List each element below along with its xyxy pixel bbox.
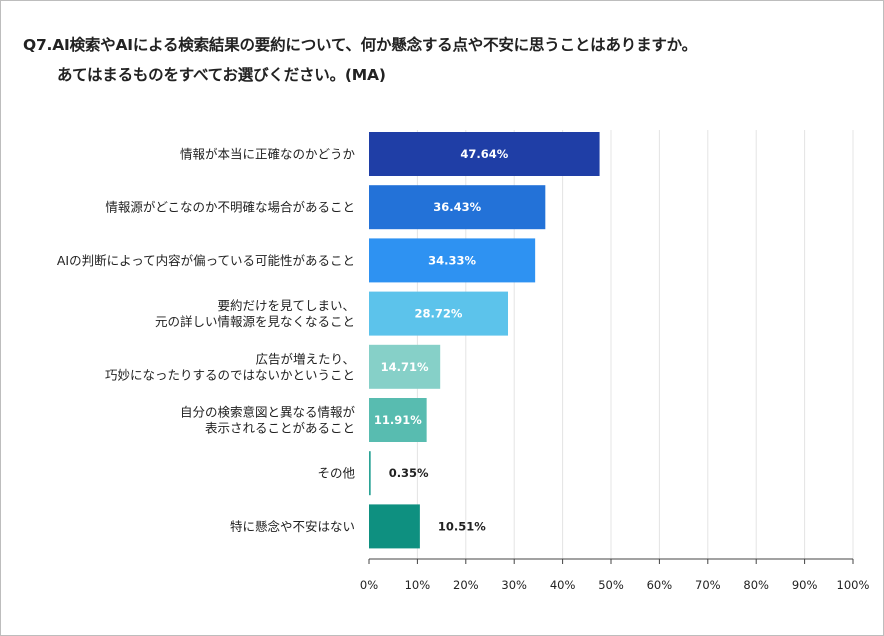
data-label: 0.35% [389,466,429,480]
category-label: その他 [317,466,355,481]
bar [369,132,600,176]
x-tick-label: 40% [550,578,576,592]
bar [369,451,371,496]
x-tick-label: 20% [453,578,479,592]
x-tick-label: 60% [647,578,673,592]
bar [369,344,441,389]
x-tick-label: 10% [405,578,431,592]
bar [369,238,536,283]
bar [369,291,509,336]
data-label: 47.64% [460,147,508,161]
category-label: 要約だけを見てしまい、 [217,298,355,313]
category-label: 広告が増えたり、 [255,351,355,366]
bar [369,398,427,442]
data-label: 14.71% [381,360,429,374]
x-tick-label: 50% [598,578,624,592]
category-label: 情報が本当に正確なのかどうか [180,147,356,162]
category-label: 巧妙になったりするのではないかということ [105,367,355,382]
data-label: 34.33% [428,253,476,267]
chart-title-line1: Q7.AI検索やAIによる検索結果の要約について、何か懸念する点や不安に思うこと… [23,36,697,54]
x-tick-label: 100% [837,578,870,592]
x-tick-label: 0% [360,578,378,592]
bar [369,185,546,230]
category-label: 表示されることがあること [205,421,355,436]
category-label: 情報源がどこなのか不明確な場合があること [105,200,355,215]
x-tick-label: 90% [792,578,818,592]
x-tick-label: 80% [743,578,769,592]
chart-title-line2: あてはまるものをすべてお選びください。(MA) [57,66,386,84]
category-label: 元の詳しい情報源を見なくなること [155,314,355,329]
category-label: AIの判断によって内容が偏っている可能性があること [57,253,355,268]
data-label: 28.72% [415,307,463,321]
category-label: 自分の検索意図と異なる情報が [180,405,356,420]
data-label: 10.51% [438,519,486,533]
x-tick-label: 30% [501,578,527,592]
data-label: 11.91% [374,413,422,427]
data-label: 36.43% [433,200,481,214]
bar [369,504,420,549]
category-label: 特に懸念や不安はない [230,519,355,534]
x-tick-label: 70% [695,578,721,592]
